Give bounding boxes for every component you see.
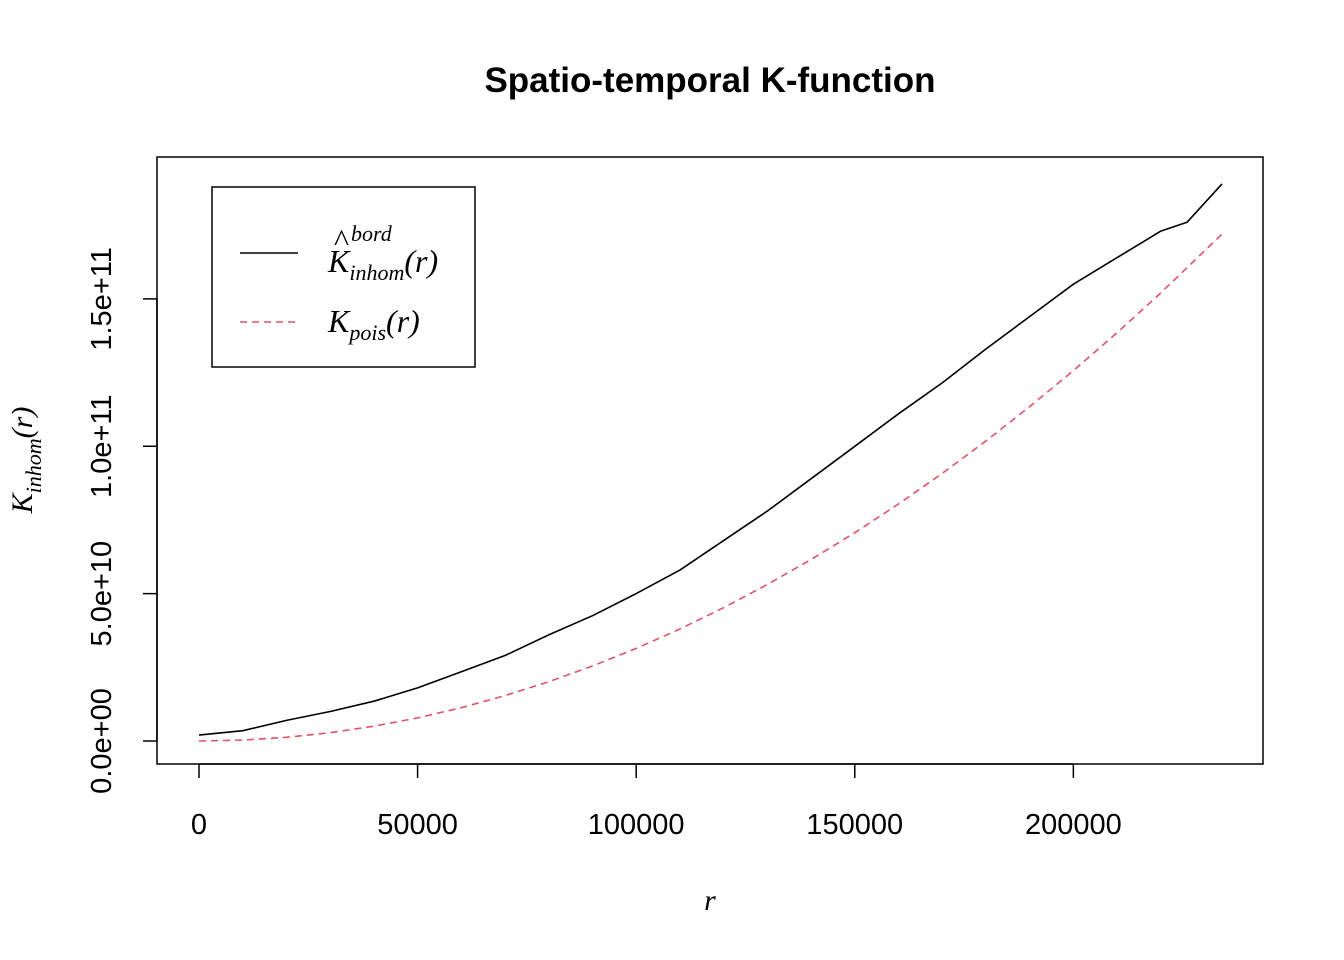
legend-kpois-arg: (r): [386, 303, 420, 339]
series-line-kpois: [198, 233, 1223, 742]
y-tick-label: 0.0e+00: [86, 688, 118, 794]
legend-hat-kbord: ^: [334, 222, 349, 258]
y-tick-label: 1.5e+11: [86, 247, 118, 350]
legend-kpois-main: K: [327, 303, 351, 339]
y-axis-label-arg: (r): [6, 407, 39, 439]
y-axis-label: Kinhom(r): [6, 407, 46, 515]
y-axis: 0.0e+00 5.0e+10 1.0e+11 1.5e+11: [86, 247, 158, 794]
legend-box: [211, 186, 476, 368]
legend-sup-kbord: bord: [351, 221, 393, 246]
legend-kbord-main: K: [327, 243, 351, 279]
y-axis-label-main: K: [6, 491, 39, 514]
x-tick-label: 200000: [1025, 809, 1122, 841]
series-layer: [198, 183, 1223, 742]
x-tick-label: 0: [191, 809, 207, 841]
legend-label-kpois: Kpois(r): [327, 303, 420, 345]
legend-kbord-sub: inhom: [349, 260, 404, 285]
x-tick-label: 50000: [377, 809, 458, 841]
x-axis: 0 50000 100000 150000 200000: [191, 763, 1122, 841]
legend-kpois-sub: pois: [347, 320, 386, 345]
y-tick-label: 5.0e+10: [86, 541, 118, 647]
series-line-kbord-inhom: [198, 183, 1223, 736]
chart-title: Spatio-temporal K-function: [484, 61, 935, 100]
x-tick-label: 100000: [588, 809, 685, 841]
legend-label-kbord: Kinhom(r): [327, 243, 438, 285]
y-axis-label-sub: inhom: [21, 438, 46, 493]
svg-text:Kinhom(r): Kinhom(r): [6, 407, 46, 515]
x-tick-label: 150000: [806, 809, 903, 841]
x-axis-label: r: [704, 884, 716, 917]
legend-kbord-arg: (r): [404, 243, 438, 279]
legend: ^ Kinhom(r) bord Kpois(r): [211, 186, 476, 368]
y-tick-label: 1.0e+11: [86, 395, 118, 498]
